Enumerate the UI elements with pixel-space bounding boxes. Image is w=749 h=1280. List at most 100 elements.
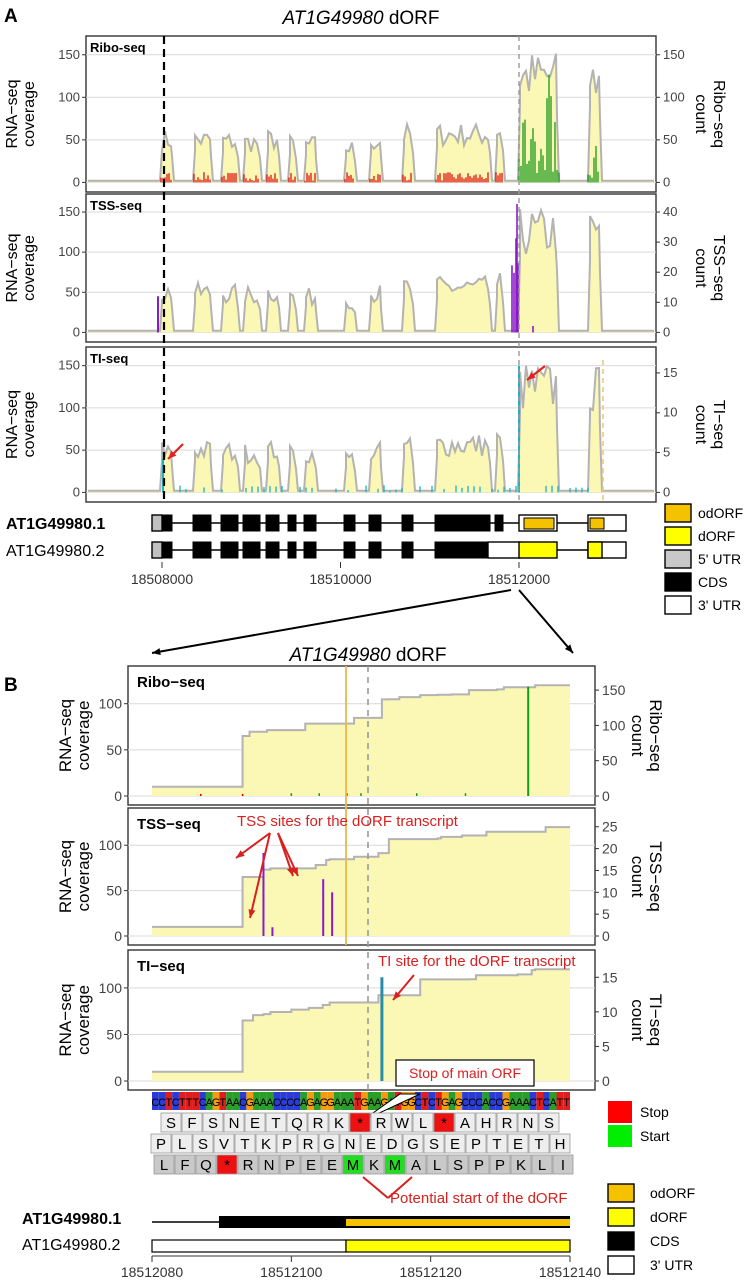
- amino-acid-letter: P: [285, 1157, 295, 1174]
- nucleotide-letter: G: [326, 1097, 335, 1109]
- nucleotide-letter: T: [354, 1097, 361, 1109]
- y-axis-label: RNA−seq: [56, 840, 75, 913]
- tss-arrow-4-head: [291, 867, 298, 876]
- track-label: TSS-seq: [90, 198, 142, 213]
- y2-tick-label: 15: [663, 365, 677, 380]
- amino-acid-cell: [300, 1154, 322, 1175]
- nucleotide-cell: [327, 1092, 335, 1110]
- legend-label: 3' UTR: [698, 597, 741, 613]
- amino-acid-letter: S: [198, 1136, 208, 1153]
- amino-acid-letter: *: [441, 1115, 447, 1132]
- amino-acid-letter: *: [224, 1157, 230, 1174]
- nucleotide-letter: G: [401, 1097, 410, 1109]
- amino-acid-letter: S: [208, 1115, 218, 1132]
- amino-acid-cell: [507, 1133, 529, 1154]
- start-bracket-right: [387, 1176, 413, 1199]
- y-tick-label: 100: [58, 244, 80, 259]
- amino-acid-letter: F: [187, 1115, 196, 1132]
- coverage-line: [152, 684, 570, 788]
- y-axis-label: coverage: [21, 391, 38, 457]
- amino-acid-letter: T: [534, 1136, 543, 1153]
- nucleotide-letter: T: [563, 1097, 570, 1109]
- y2-axis-label: TSS−seq: [646, 841, 665, 911]
- amino-acid-cell: [181, 1112, 203, 1133]
- amino-acid-cell: [223, 1112, 245, 1133]
- amino-acid-letter: S: [544, 1115, 554, 1132]
- nucleotide-letter: G: [245, 1097, 254, 1109]
- legend-label: 5' UTR: [698, 551, 741, 567]
- nucleotide-cell: [529, 1092, 537, 1110]
- amino-acid-cell: [265, 1112, 287, 1133]
- nucleotide-cell: [428, 1092, 436, 1110]
- y2-axis-label: Ribo−seq: [710, 80, 727, 148]
- amino-acid-letter: K: [261, 1136, 271, 1153]
- amino-acid-cell: [363, 1154, 385, 1175]
- amino-acid-cell: [202, 1112, 224, 1133]
- transcript-label-1: AT1G49980.1: [22, 1211, 121, 1228]
- dorf-block: [587, 541, 603, 559]
- nucleotide-letter: C: [199, 1097, 207, 1109]
- amino-acid-letter: H: [481, 1115, 492, 1132]
- nucleotide-cell: [192, 1092, 200, 1110]
- nucleotide-cell: [381, 1092, 388, 1110]
- amino-acid-letter: *: [357, 1115, 363, 1132]
- nucleotide-letter: C: [495, 1097, 503, 1109]
- nucleotide-cell: [165, 1092, 173, 1110]
- nucleotide-letter: C: [542, 1097, 550, 1109]
- amino-acid-letter: N: [264, 1157, 275, 1174]
- y-tick-label: 0: [73, 174, 80, 189]
- y-tick-label: 50: [66, 442, 80, 457]
- y2-tick-label: 15: [602, 969, 618, 985]
- x-tick-label: 18512100: [260, 1264, 323, 1280]
- amino-acid-letter: E: [327, 1157, 337, 1174]
- y-axis-label: RNA−seq: [56, 699, 75, 772]
- ti-arrow-dorf-head: [527, 372, 536, 380]
- nucleotide-letter: A: [516, 1097, 524, 1109]
- nucleotide-letter: T: [165, 1097, 172, 1109]
- nucleotide-letter: A: [206, 1097, 214, 1109]
- nucleotide-cell: [212, 1092, 220, 1110]
- amino-acid-letter: R: [376, 1115, 387, 1132]
- nucleotide-letter: A: [374, 1097, 382, 1109]
- nucleotide-cell: [340, 1092, 348, 1110]
- utr5-block: [151, 541, 163, 559]
- legend-swatch: [664, 503, 692, 523]
- nucleotide-cell: [293, 1092, 301, 1110]
- start-bracket-left: [362, 1176, 389, 1199]
- amino-acid-letter: P: [474, 1157, 484, 1174]
- nucleotide-cell: [455, 1092, 463, 1110]
- amino-acid-letter: D: [387, 1136, 398, 1153]
- nucleotide-letter: A: [509, 1097, 517, 1109]
- dorf-block: [345, 1239, 571, 1253]
- codon-legend-label: Stop: [640, 1104, 669, 1120]
- y2-tick-label: 25: [602, 819, 618, 835]
- panel-a-title-gene: AT1G49980: [281, 8, 383, 29]
- amino-acid-letter: R: [313, 1115, 324, 1132]
- y2-tick-label: 0: [602, 1073, 610, 1089]
- coverage-area: [152, 685, 570, 796]
- nucleotide-letter: C: [488, 1097, 496, 1109]
- nucleotide-cell: [516, 1092, 523, 1110]
- amino-acid-cell: [496, 1112, 518, 1133]
- nucleotide-letter: A: [300, 1097, 308, 1109]
- amino-acid-cell: [552, 1154, 574, 1175]
- nucleotide-letter: A: [523, 1097, 531, 1109]
- legend-swatch: [664, 572, 692, 592]
- track-label: TSS−seq: [137, 816, 201, 833]
- amino-acid-cell: [405, 1154, 427, 1175]
- amino-acid-letter: K: [369, 1157, 379, 1174]
- legend-label: dORF: [698, 528, 735, 544]
- legend-swatch: [607, 1255, 635, 1275]
- amino-acid-cell: [489, 1154, 511, 1175]
- nucleotide-letter: A: [253, 1097, 261, 1109]
- amino-acid-cell: [349, 1112, 371, 1133]
- utr3-block: [487, 541, 521, 559]
- amino-acid-letter: F: [180, 1157, 189, 1174]
- y2-tick-label: 0: [602, 788, 610, 804]
- odorf-block: [523, 517, 555, 530]
- y-tick-label: 100: [58, 400, 80, 415]
- coverage-area: [88, 53, 654, 183]
- nucleotide-letter: G: [320, 1097, 329, 1109]
- amino-acid-cell: [171, 1133, 193, 1154]
- amino-acid-letter: Q: [291, 1115, 303, 1132]
